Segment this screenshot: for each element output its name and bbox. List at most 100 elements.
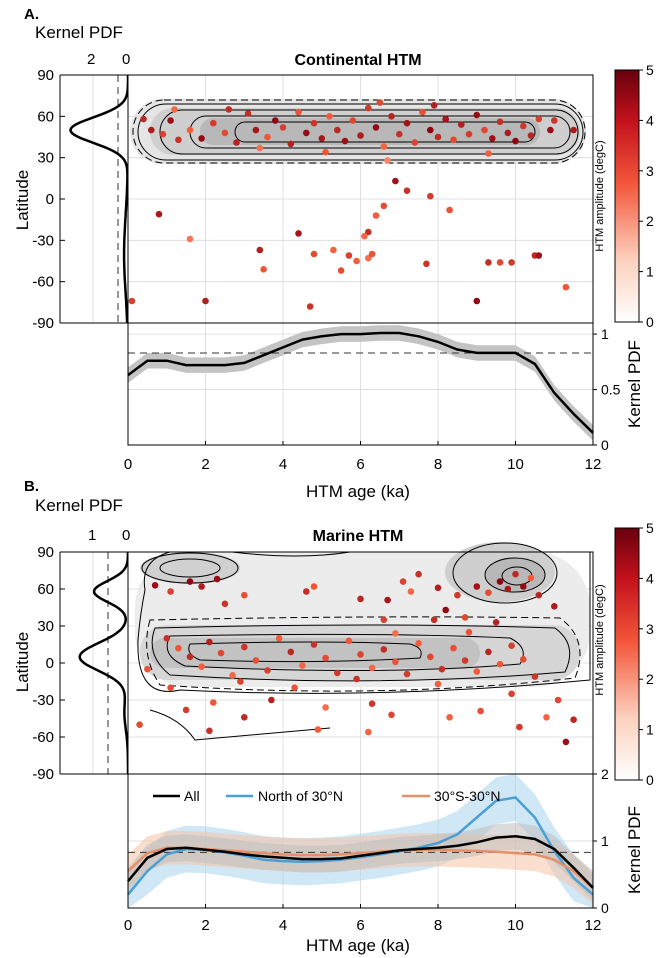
panel-a-cbar-tick-label: 2 — [646, 213, 654, 229]
panel-a-point — [446, 206, 453, 214]
panel-a-point — [496, 118, 504, 126]
panel-a-point — [427, 126, 434, 134]
panel-b-cbar-tick-label: 0 — [646, 772, 654, 788]
panel-a-point — [210, 119, 217, 127]
panel-b-point — [477, 707, 484, 715]
panel-a-ytick-label: -30 — [32, 232, 54, 249]
panel-a-xtick-label: 8 — [434, 456, 442, 473]
panel-b-point — [384, 596, 391, 604]
panel-b-point — [427, 653, 434, 661]
panel-b-point — [213, 575, 221, 583]
panel-a-point — [376, 99, 384, 106]
panel-a-point — [326, 113, 333, 120]
panel-b-xtick-label: 12 — [585, 917, 602, 934]
panel-b-point — [310, 641, 318, 648]
panel-a-xtick-label: 6 — [356, 456, 364, 473]
panel-a-point — [353, 257, 360, 265]
panel-b-bottom-ytick-label: 1 — [601, 833, 609, 849]
panel-a-xtick-label: 12 — [585, 456, 602, 473]
panel-a-cbar-tick-label: 4 — [646, 112, 654, 128]
panel-a-point — [442, 115, 450, 123]
panel-a-ytick-label: 90 — [37, 67, 54, 84]
panel-a-point — [434, 133, 442, 141]
panel-a-point — [349, 117, 357, 124]
panel-b-point — [554, 696, 562, 704]
panel-b-point — [562, 738, 570, 746]
panel-a: A. Kernel PDF 2 0 Continental HTM Latitu… — [13, 6, 654, 501]
panel-a-point — [341, 137, 349, 145]
panel-a-point — [384, 157, 391, 164]
legend-north-label: North of 30°N — [258, 788, 343, 804]
panel-b-point — [496, 660, 504, 668]
panel-a-point — [244, 110, 252, 117]
panel-a-point — [148, 126, 155, 134]
panel-b-xtick-label: 6 — [356, 917, 364, 934]
panel-b-point — [217, 649, 225, 657]
panel-b-point — [543, 714, 550, 721]
panel-b-point — [167, 588, 174, 595]
panel-b-point — [461, 657, 469, 664]
panel-b-point — [144, 665, 151, 673]
panel-b-point — [365, 728, 372, 736]
panel-b-point — [392, 630, 399, 637]
panel-a-point — [481, 126, 488, 134]
panel-b-point — [512, 570, 519, 578]
panel-a-point — [458, 121, 465, 128]
panel-a-xtick-label: 0 — [124, 456, 132, 473]
panel-b-point — [175, 644, 182, 652]
panel-b-point — [167, 684, 174, 691]
panel-b-point — [403, 670, 411, 678]
panel-b-point — [241, 591, 248, 599]
panel-a-point — [496, 259, 504, 266]
panel-b-point — [508, 642, 515, 649]
panel-a-point — [295, 230, 302, 237]
panel-b-point — [206, 638, 213, 646]
panel-a-bottom-ytick-label: 1 — [601, 326, 609, 342]
panel-a-point — [361, 232, 368, 240]
panel-a-point — [392, 177, 399, 185]
panel-a-point — [368, 250, 376, 258]
panel-b-point — [368, 700, 376, 707]
panel-b-ytick-label: -30 — [32, 692, 54, 709]
panel-a-point — [221, 129, 229, 137]
panel-b-point — [434, 680, 442, 688]
panel-a-point — [264, 133, 271, 141]
panel-b-xtick-label: 2 — [201, 917, 209, 934]
panel-b-point — [268, 696, 275, 704]
panel-a-cbar-tick-label: 5 — [646, 62, 654, 78]
panel-b-point — [516, 723, 523, 731]
panel-a-xtick-label: 4 — [279, 456, 287, 473]
panel-a-point — [256, 246, 264, 254]
panel-a-point — [423, 260, 430, 268]
panel-a-point — [465, 130, 473, 138]
panel-a-side-pdf-curve — [69, 75, 130, 324]
panel-a-point — [186, 126, 194, 134]
panel-b-point — [206, 727, 213, 735]
panel-a-cbar-tick-label: 3 — [646, 163, 654, 179]
panel-a-point — [372, 124, 380, 131]
panel-a-point — [279, 124, 287, 131]
panel-b-point — [357, 651, 364, 658]
panel-b-colorbar-label: HTM amplitude (degC) — [594, 584, 606, 695]
panel-b-point — [504, 585, 512, 593]
panel-a-xtick-label: 2 — [201, 456, 209, 473]
panel-b-point — [520, 583, 527, 590]
panel-b-point — [186, 653, 194, 661]
panel-a-point — [330, 246, 337, 254]
panel-b-point — [485, 648, 492, 656]
panel-b-point — [520, 656, 527, 663]
panel-b-point — [399, 578, 407, 585]
panel-b-cbar-tick-label: 2 — [646, 671, 654, 687]
panel-a-point — [372, 212, 380, 219]
panel-b-bottom-ylabel: Kernel PDF — [625, 806, 644, 894]
panel-a-point — [485, 150, 492, 157]
panel-b-point — [415, 640, 422, 647]
panel-b-point — [473, 668, 481, 675]
panel-a-label: A. — [24, 6, 39, 23]
panel-b-point — [473, 583, 481, 590]
panel-b: B. Kernel PDF 1 0 Marine HTM Latitude 90… — [13, 478, 654, 955]
panel-a-point — [233, 139, 240, 146]
panel-a-point — [287, 140, 295, 148]
panel-b-point — [221, 600, 229, 608]
